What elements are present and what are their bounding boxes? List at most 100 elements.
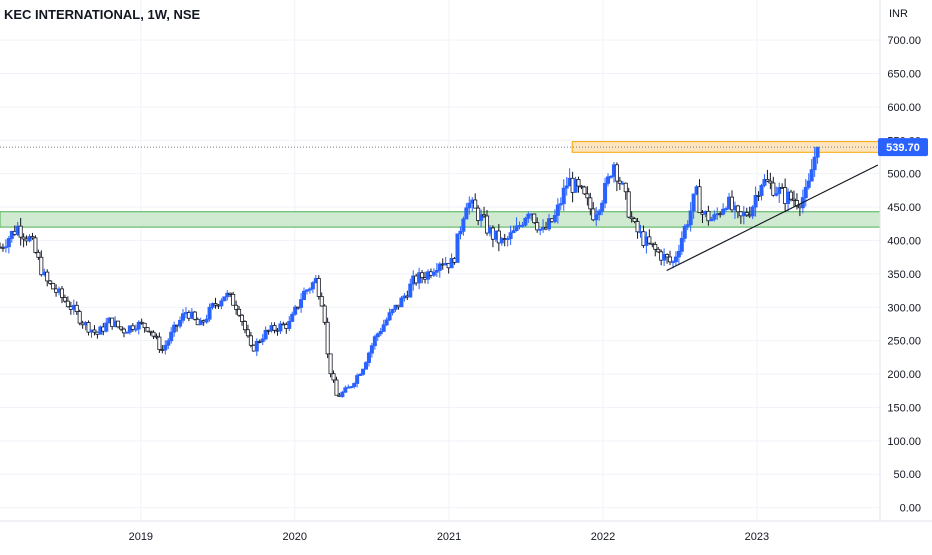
candle-body bbox=[791, 198, 796, 201]
candle-body bbox=[712, 214, 717, 220]
candle-body bbox=[293, 306, 298, 315]
candle-body bbox=[166, 340, 171, 346]
x-tick-label: 2020 bbox=[282, 531, 306, 543]
x-tick-label: 2023 bbox=[745, 531, 769, 543]
y-tick-label: 100.00 bbox=[887, 436, 921, 448]
y-tick-label: 150.00 bbox=[887, 402, 921, 414]
x-tick-label: 2022 bbox=[591, 531, 615, 543]
candle-body bbox=[467, 202, 472, 209]
candle-body bbox=[653, 244, 658, 250]
candle-body bbox=[499, 238, 504, 244]
candle-body bbox=[121, 328, 126, 334]
candle-layer bbox=[0, 146, 820, 398]
candle-body bbox=[340, 391, 345, 398]
candle-body bbox=[789, 191, 794, 200]
candle-body bbox=[665, 254, 670, 258]
candle-body bbox=[431, 271, 436, 276]
y-tick-label: 200.00 bbox=[887, 369, 921, 381]
candle-body bbox=[119, 326, 124, 330]
candle-body bbox=[650, 242, 655, 245]
chart-title: KEC INTERNATIONAL, 1W, NSE bbox=[4, 7, 201, 22]
candle-body bbox=[606, 176, 611, 184]
candle-body bbox=[608, 175, 613, 178]
candle-body bbox=[564, 185, 569, 189]
candle-body bbox=[328, 353, 333, 375]
candle-body bbox=[136, 321, 141, 330]
candle-body bbox=[234, 304, 239, 310]
candle-body bbox=[485, 215, 490, 234]
candle-body bbox=[461, 218, 466, 232]
candle-body bbox=[759, 184, 764, 196]
candle-body bbox=[523, 217, 528, 226]
candle-body bbox=[585, 193, 590, 199]
last-price-label: 539.70 bbox=[886, 142, 920, 154]
candle-body bbox=[343, 387, 348, 393]
candle-body bbox=[237, 308, 242, 316]
candle-body bbox=[207, 306, 212, 320]
candle-body bbox=[724, 208, 729, 210]
candle-body bbox=[558, 203, 563, 206]
candle-body bbox=[526, 213, 531, 219]
candle-body bbox=[709, 218, 714, 222]
candle-body bbox=[325, 321, 330, 355]
candle-body bbox=[803, 186, 808, 198]
candle-body bbox=[204, 318, 209, 323]
candle-body bbox=[384, 319, 389, 326]
candle-body bbox=[632, 218, 637, 222]
candle-body bbox=[777, 187, 782, 194]
currency-label: INR bbox=[889, 8, 908, 20]
candle-body bbox=[331, 373, 336, 381]
candle-body bbox=[145, 327, 150, 332]
y-tick-label: 450.00 bbox=[887, 202, 921, 214]
x-tick-label: 2021 bbox=[437, 531, 461, 543]
candle-body bbox=[656, 248, 661, 253]
candle-body bbox=[172, 324, 177, 333]
candle-body bbox=[133, 328, 138, 331]
candle-body bbox=[455, 233, 460, 263]
candle-body bbox=[378, 330, 383, 335]
candle-body bbox=[399, 297, 404, 308]
candle-body bbox=[77, 311, 82, 324]
candle-body bbox=[812, 156, 817, 171]
candle-body bbox=[278, 323, 283, 332]
candle-body bbox=[355, 375, 360, 384]
y-tick-label: 250.00 bbox=[887, 336, 921, 348]
candle-body bbox=[685, 224, 690, 227]
candle-body bbox=[3, 246, 8, 249]
candle-body bbox=[390, 308, 395, 314]
candle-body bbox=[809, 169, 814, 182]
candle-body bbox=[579, 185, 584, 188]
candle-body bbox=[178, 319, 183, 327]
candle-body bbox=[647, 236, 652, 244]
candle-body bbox=[151, 331, 156, 337]
y-tick-label: 350.00 bbox=[887, 269, 921, 281]
candle-body bbox=[361, 368, 366, 375]
candle-body bbox=[765, 179, 770, 182]
candle-body bbox=[74, 304, 79, 312]
y-tick-label: 700.00 bbox=[887, 35, 921, 47]
candle-body bbox=[242, 321, 247, 331]
candle-body bbox=[36, 251, 41, 258]
candle-body bbox=[86, 322, 91, 333]
candle-body bbox=[546, 218, 551, 230]
candle-body bbox=[287, 321, 292, 329]
candle-body bbox=[458, 230, 463, 235]
candle-body bbox=[626, 191, 631, 218]
candle-body bbox=[21, 236, 26, 240]
candle-body bbox=[597, 210, 602, 216]
candle-body bbox=[372, 336, 377, 347]
candle-body bbox=[768, 180, 773, 184]
y-tick-label: 400.00 bbox=[887, 235, 921, 247]
candle-body bbox=[464, 207, 469, 220]
candle-body bbox=[45, 271, 50, 282]
candle-body bbox=[603, 182, 608, 204]
grid-layer bbox=[0, 0, 880, 521]
candle-body bbox=[514, 225, 519, 231]
candle-body bbox=[33, 237, 38, 253]
candle-body bbox=[408, 283, 413, 298]
candle-body bbox=[635, 221, 640, 233]
y-tick-label: 650.00 bbox=[887, 68, 921, 80]
candle-body bbox=[30, 236, 35, 239]
